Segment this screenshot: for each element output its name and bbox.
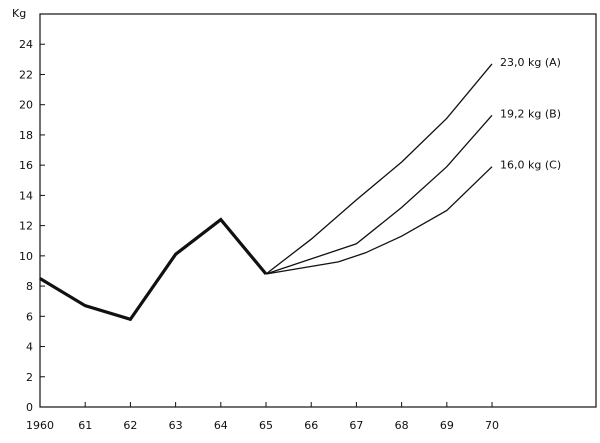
y-tick-label: 4 xyxy=(26,341,33,354)
x-tick-label: 67 xyxy=(349,419,363,432)
projection-series-line xyxy=(265,114,493,275)
y-tick-label: 8 xyxy=(26,280,33,293)
y-tick-label: 6 xyxy=(26,310,33,323)
y-tick-label: 16 xyxy=(19,159,33,172)
y-tick-label: 24 xyxy=(19,38,33,51)
x-tick-label: 69 xyxy=(440,419,454,432)
historical-series-line xyxy=(39,217,268,322)
x-tick-label: 62 xyxy=(123,419,137,432)
x-tick-label: 61 xyxy=(78,419,92,432)
x-tick-label: 70 xyxy=(485,419,499,432)
series-label: 16,0 kg (C) xyxy=(500,159,561,172)
y-tick-label: 2 xyxy=(26,371,33,384)
x-tick-label: 66 xyxy=(304,419,318,432)
x-tick-label: 65 xyxy=(259,419,273,432)
y-tick-label: 22 xyxy=(19,68,33,81)
series-labels: 23,0 kg (A) 19,2 kg (B) 16,0 kg (C) xyxy=(500,56,561,172)
x-tick-label: 64 xyxy=(214,419,228,432)
y-tick-label: 12 xyxy=(19,220,33,233)
y-tick-label: 18 xyxy=(19,129,33,142)
projection-series-line xyxy=(265,166,493,275)
y-tick-label: 0 xyxy=(26,401,33,414)
x-tick-label: 1960 xyxy=(26,419,54,432)
x-tick-label: 63 xyxy=(169,419,183,432)
y-tick-label: 10 xyxy=(19,250,33,263)
plot-frame xyxy=(39,13,597,408)
y-tick-label: 14 xyxy=(19,189,33,202)
y-tick-label: 20 xyxy=(19,99,33,112)
projection-series-line xyxy=(265,63,493,275)
series-label: 19,2 kg (B) xyxy=(500,107,561,120)
x-axis: 1960 61 62 63 64 65 66 67 68 69 70 xyxy=(26,402,499,432)
series-lines xyxy=(39,63,493,322)
series-label: 23,0 kg (A) xyxy=(500,56,561,69)
x-tick-label: 68 xyxy=(395,419,409,432)
y-axis-unit-label: Kg xyxy=(12,7,26,20)
